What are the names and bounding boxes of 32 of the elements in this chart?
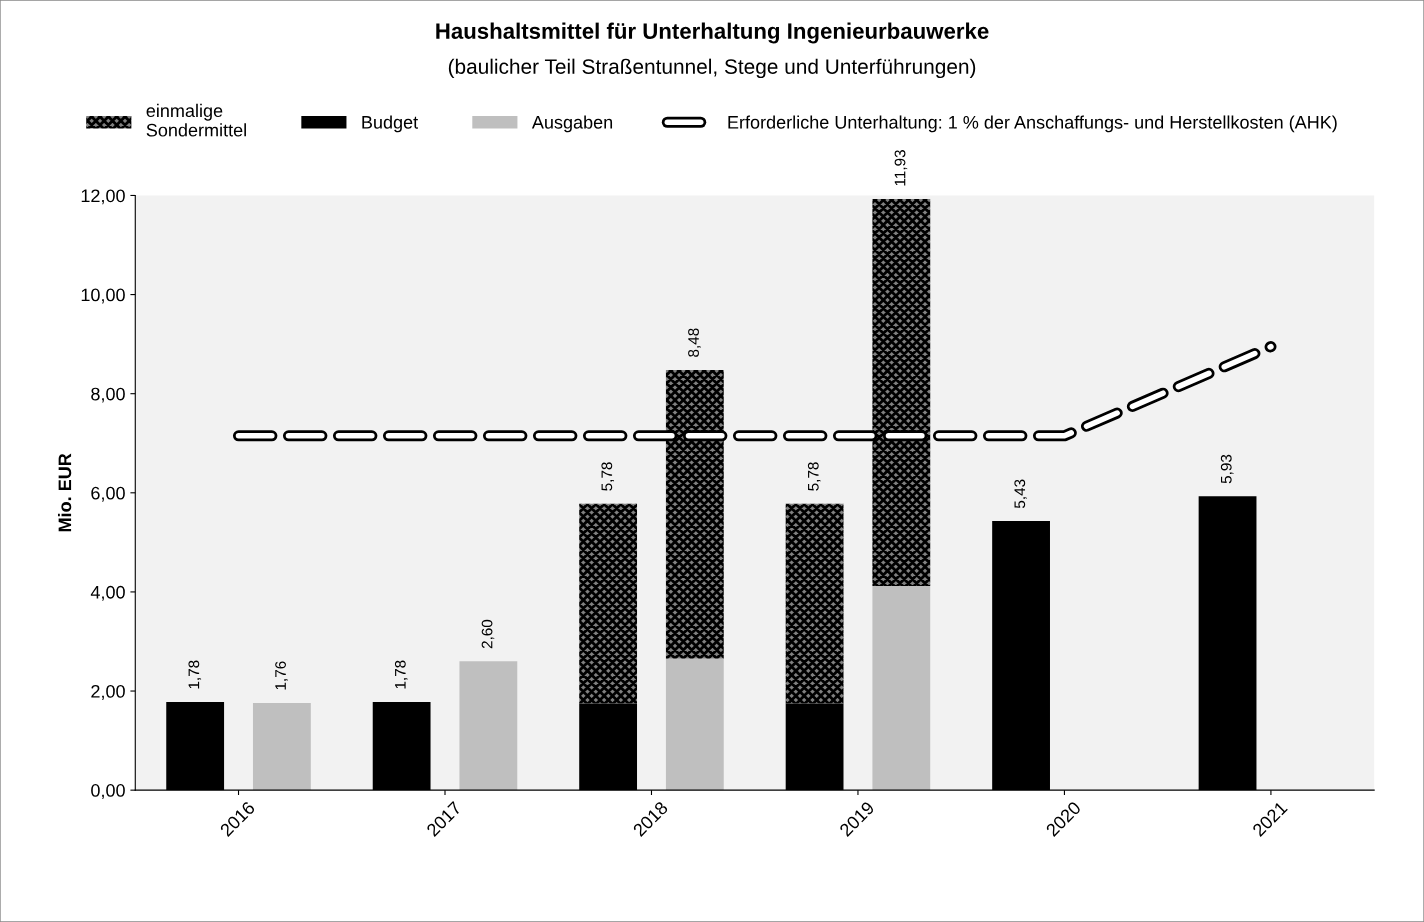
- data-label: 1,76: [275, 661, 288, 690]
- chart-subtitle: (baulicher Teil Straßentunnel, Stege und Unterführungen): [448, 58, 976, 79]
- legend-label: Budget: [362, 115, 418, 133]
- y-tick-label: 2,00: [91, 684, 125, 700]
- bar: [872, 198, 931, 586]
- data-label: 5,93: [1220, 454, 1234, 484]
- y-tick-label: 4,00: [90, 585, 125, 601]
- y-tick-label: 10,00: [81, 288, 125, 304]
- data-label: 1,78: [394, 660, 408, 689]
- y-tick-label: 0,00: [91, 784, 125, 800]
- legend-label: Ausgaben: [531, 115, 613, 133]
- y-tick-label: 6,00: [91, 486, 125, 502]
- bar: [872, 585, 931, 791]
- legend-label: Erforderliche Unterhaltung: 1 % der Anschaffungs- und Herstellkosten (AHK): [728, 115, 1337, 133]
- bar: [579, 503, 638, 704]
- bar: [785, 503, 844, 704]
- annotation: 8,48: [688, 328, 701, 357]
- bar: [665, 658, 724, 791]
- bar: [459, 661, 518, 791]
- chart-title: Haushaltsmittel für Unterhaltung Ingenieurbauwerke: [436, 22, 989, 44]
- bar: [252, 702, 311, 791]
- data-label: 5,43: [1014, 479, 1027, 509]
- bar: [665, 369, 724, 659]
- y-tick-label: 12,00: [81, 189, 125, 205]
- text: 11,93: [894, 150, 908, 186]
- annotation: 5,78: [601, 462, 615, 491]
- data-label: 2,60: [481, 619, 495, 649]
- annotation: 5,78: [807, 462, 821, 491]
- y-tick-label: 8,00: [91, 387, 125, 403]
- legend-label: einmalige Sondermittel: [146, 103, 246, 137]
- y-axis-title: Mio. EUR: [57, 453, 72, 532]
- data-label: 1,78: [188, 660, 202, 689]
